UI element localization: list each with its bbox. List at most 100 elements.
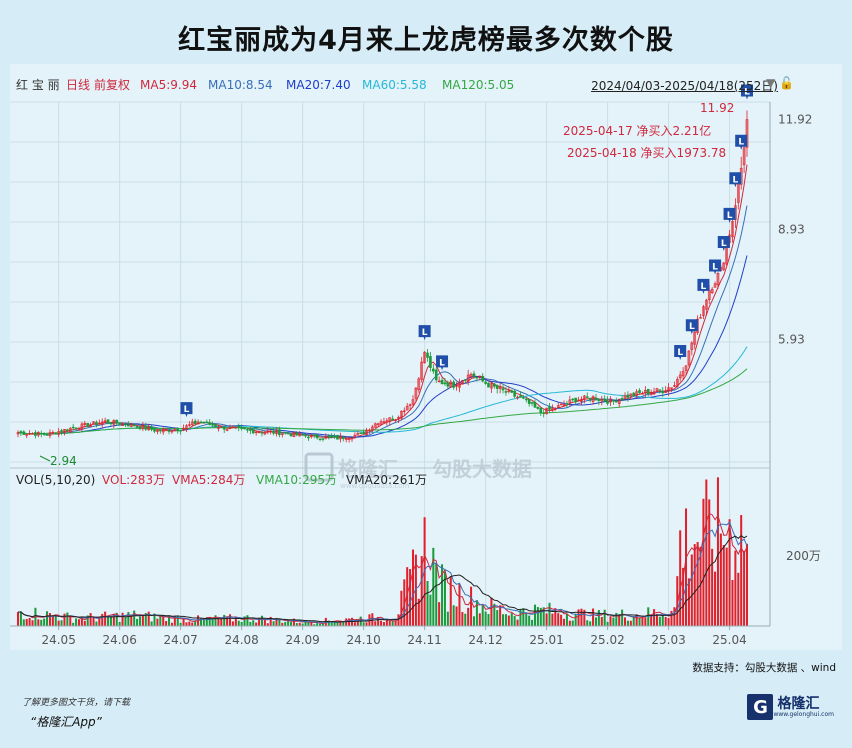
volume-bar	[156, 618, 159, 626]
volume-bar	[705, 479, 708, 626]
stock-chart: 格隆汇 勾股大数据 www.gogudata.com LLLLLLLLLLLL …	[10, 77, 821, 647]
volume-bar	[339, 620, 342, 626]
legend-ma5: MA5:9.94	[140, 78, 197, 92]
volume-bar	[499, 605, 502, 626]
lhb-marker: L	[674, 345, 687, 361]
volume-bar	[417, 598, 420, 626]
volume-bar	[269, 616, 272, 626]
candle-body	[420, 361, 424, 380]
candle-body	[649, 392, 653, 396]
volume-bar	[185, 622, 188, 626]
candle-body	[304, 434, 307, 437]
candle-body	[19, 431, 23, 433]
candle-body	[34, 432, 37, 436]
candle-body	[118, 422, 121, 425]
legend-ma10: MA10:8.54	[208, 78, 273, 92]
volume-bar	[411, 549, 415, 626]
volume-bar	[252, 620, 255, 626]
candle-body	[231, 426, 235, 429]
candle-body	[350, 437, 354, 440]
ma60-line	[17, 346, 748, 435]
volume-bar	[124, 617, 127, 626]
volume-bar	[586, 620, 589, 626]
candle-body	[362, 431, 365, 435]
volume-bar	[275, 617, 278, 626]
candle-body	[539, 407, 543, 414]
candle-body	[368, 429, 371, 432]
candle-body	[731, 221, 734, 238]
lhb-marker: L	[717, 236, 730, 252]
lhb-marker-flag	[735, 134, 748, 150]
volume-bar	[452, 605, 455, 626]
candle-body	[234, 426, 238, 428]
volume-bar	[522, 608, 525, 626]
ma20-line	[17, 255, 748, 438]
volume-bar	[548, 602, 551, 626]
watermark-url: www.gogudata.com	[340, 482, 409, 490]
volume-bar	[199, 618, 202, 626]
volume-bar	[699, 546, 702, 626]
volume-bar	[716, 477, 719, 626]
lhb-marker-flag	[729, 172, 742, 188]
volume-bar	[618, 614, 621, 626]
candle-body	[202, 421, 206, 424]
volume-bar	[179, 622, 182, 626]
lhb-marker-label: L	[721, 239, 727, 249]
candle-body	[443, 382, 447, 385]
volume-bar	[557, 613, 560, 626]
volume-bar	[138, 616, 141, 626]
candle-body	[568, 399, 572, 403]
candle-body	[115, 419, 119, 424]
candle-body	[100, 421, 104, 425]
candle-body	[455, 385, 458, 387]
volume-bar	[528, 615, 531, 626]
volume-bar	[208, 617, 211, 626]
range-dropdown-icon[interactable]: ▼ 🔓	[766, 76, 794, 90]
volume-bar	[130, 615, 133, 626]
lhb-marker: L	[697, 278, 710, 294]
candle-body	[481, 375, 485, 382]
lhb-marker-label: L	[184, 405, 190, 415]
lhb-marker: L	[741, 84, 753, 100]
lhb-marker-label: L	[744, 87, 750, 97]
volume-bar	[63, 613, 66, 626]
candle-body	[339, 435, 342, 440]
candle-body	[574, 397, 577, 403]
candle-body	[591, 396, 595, 402]
volume-bar	[455, 606, 458, 626]
volume-bar	[745, 543, 749, 626]
candle-body	[632, 392, 636, 397]
volume-bar	[621, 609, 624, 626]
volume-bar	[95, 621, 98, 626]
lhb-marker-flag	[436, 355, 449, 371]
candle-body	[272, 430, 275, 434]
volume-bar	[426, 581, 429, 626]
volume-bar	[141, 614, 144, 626]
volume-bar	[307, 622, 310, 626]
candle-body	[565, 403, 569, 405]
volume-bar	[679, 530, 682, 626]
candle-body	[652, 391, 656, 395]
candle-body	[548, 406, 551, 410]
volume-bar	[37, 619, 40, 626]
lhb-marker: L	[436, 355, 449, 371]
volume-bar	[353, 622, 356, 626]
volume-bar	[664, 616, 667, 626]
volume-bar	[153, 613, 156, 626]
candle-body	[710, 288, 714, 293]
volume-bar	[670, 610, 673, 626]
volume-bar	[743, 550, 746, 626]
volume-bar	[714, 571, 717, 626]
volume-bar	[504, 614, 507, 626]
volume-bar	[220, 618, 223, 626]
candle-body	[211, 423, 214, 426]
volume-bar	[740, 515, 743, 626]
date-range[interactable]: 2024/04/03-2025/04/18(252日)	[591, 79, 778, 93]
candle-body	[54, 432, 58, 435]
candle-body	[475, 376, 479, 379]
volume-bar	[461, 612, 464, 626]
legend-ma20: MA20:7.40	[286, 78, 351, 92]
vol-legend-vma5: VMA5:284万	[172, 473, 245, 487]
time-tick-label: 24.06	[102, 633, 136, 647]
